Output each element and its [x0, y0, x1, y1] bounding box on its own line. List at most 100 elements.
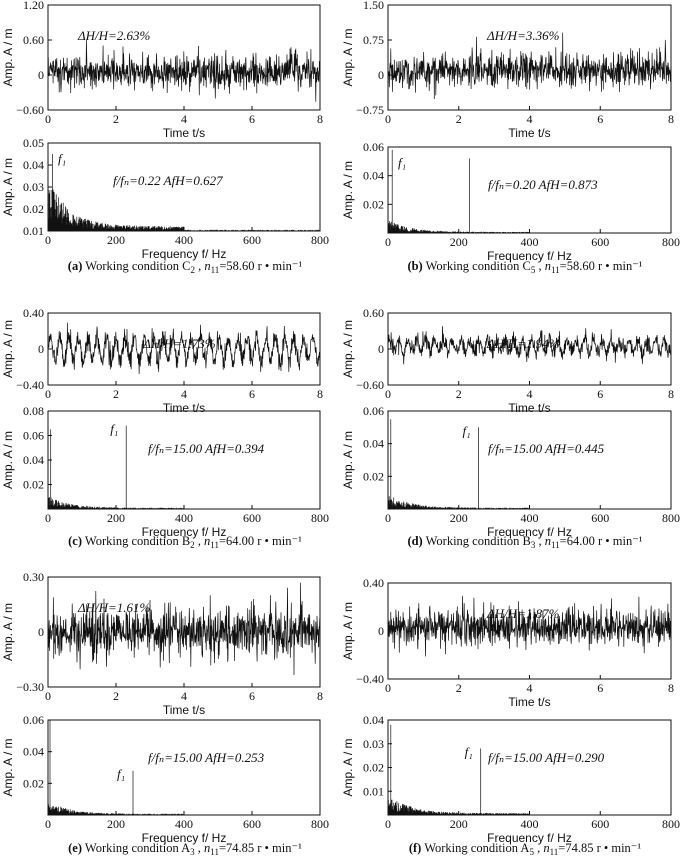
- x-tick-label: 600: [243, 817, 261, 831]
- caption-n11-label: ,: [195, 534, 204, 548]
- x-tick-label: 0: [385, 235, 391, 249]
- x-tick-label: 800: [311, 233, 329, 247]
- y-tick-label: 0.60: [23, 33, 44, 47]
- x-tick-label: 200: [450, 817, 468, 831]
- x-axis-label: Time t/s: [508, 695, 550, 709]
- x-tick-label: 2: [456, 387, 462, 401]
- data-series-line: [47, 720, 321, 815]
- x-tick-label: 2: [113, 689, 119, 703]
- caption-n11-sub: 11: [210, 540, 219, 550]
- x-tick-label: 4: [527, 681, 533, 695]
- x-tick-label: 600: [591, 817, 609, 831]
- y-tick-label: 0.02: [23, 776, 44, 790]
- caption-text: Working condition C: [423, 259, 531, 273]
- caption-n11-value: =58.60 r • min⁻¹: [219, 259, 302, 273]
- data-series-line: [47, 582, 321, 676]
- y-tick-label: 0.03: [23, 180, 44, 194]
- caption-n11-label: ,: [195, 259, 204, 273]
- x-axis-label: Time t/s: [508, 126, 550, 140]
- chart-panel-a-freq: 0 200 400 600 800 0.05 0.04 0.03 0.02 0.01 Frequen…: [1, 136, 329, 261]
- x-tick-label: 8: [317, 689, 323, 703]
- panel-caption-f: (f) Working condition A5 , n11=74.85 r •…: [409, 841, 642, 857]
- x-tick-label: 8: [668, 112, 674, 126]
- y-tick-label: −0.40: [16, 378, 44, 392]
- y-tick-label: 0.60: [363, 306, 384, 320]
- y-axis-label: Amp. A / m: [341, 161, 355, 219]
- caption-subscript: 5: [531, 265, 536, 275]
- x-tick-label: 4: [181, 112, 187, 126]
- caption-subscript: 3: [531, 540, 536, 550]
- x-axis-label: Time t/s: [508, 401, 550, 415]
- x-tick-label: 8: [668, 681, 674, 695]
- x-tick-label: 4: [181, 387, 187, 401]
- x-tick-label: 600: [243, 511, 261, 525]
- caption-text: Working condition A: [421, 841, 529, 855]
- y-tick-label: 0.02: [23, 478, 44, 492]
- x-tick-label: 800: [662, 511, 680, 525]
- peak-label-f1: f₁: [117, 767, 125, 782]
- y-axis-label: Amp. A / m: [1, 158, 15, 216]
- caption-n11-value: =58.60 r • min⁻¹: [560, 259, 643, 273]
- y-tick-label: 1.20: [23, 0, 44, 12]
- x-tick-label: 2: [456, 681, 462, 695]
- x-tick-label: 0: [45, 387, 51, 401]
- y-tick-label: 0.02: [363, 761, 384, 775]
- x-tick-label: 8: [317, 387, 323, 401]
- x-tick-label: 2: [113, 387, 119, 401]
- y-axis-label: Amp. A / m: [341, 28, 355, 86]
- x-tick-label: 0: [45, 689, 51, 703]
- x-tick-label: 4: [527, 112, 533, 126]
- x-tick-label: 400: [521, 817, 539, 831]
- chart-panel-c-freq: 0 200 400 600 800 0.08 0.06 0.04 0.02 Frequency f…: [1, 404, 329, 539]
- caption-n11-symbol: n: [204, 841, 210, 855]
- y-tick-label: 0.06: [363, 404, 384, 418]
- x-tick-label: 6: [249, 689, 255, 703]
- chart-panel-b-freq: 0 200 400 600 800 0.06 0.04 0.02 Frequency f/ Hz…: [341, 140, 680, 263]
- y-tick-label: 0: [38, 625, 44, 639]
- caption-text: Working condition B: [82, 534, 190, 548]
- y-axis-label: Amp. A / m: [1, 28, 15, 86]
- frequency-annotation: f/fₙ=0.22 AfH=0.627: [113, 173, 223, 188]
- caption-n11-sub: 11: [551, 540, 560, 550]
- caption-n11-label: ,: [195, 841, 204, 855]
- y-tick-label: 0.05: [23, 136, 44, 150]
- x-tick-label: 200: [107, 233, 125, 247]
- plot-frame: [387, 4, 672, 111]
- caption-n11-sub: 11: [551, 265, 560, 275]
- x-tick-label: 0: [45, 817, 51, 831]
- panel-caption-c: (c) Working condition B2 , n11=64.00 r •…: [68, 534, 302, 550]
- y-axis-label: Amp. A / m: [1, 738, 15, 796]
- chart-panel-f-freq: 0 200 400 600 800 0.04 0.03 0.02 0.01 Frequency f…: [341, 713, 680, 845]
- x-tick-label: 6: [597, 387, 603, 401]
- panel-caption-b: (b) Working condition C5 , n11=58.60 r •…: [407, 259, 642, 275]
- data-series-line: [47, 322, 321, 375]
- y-tick-label: −0.30: [16, 680, 44, 694]
- y-tick-label: 1.50: [363, 0, 384, 12]
- y-tick-label: 0: [38, 342, 44, 356]
- caption-n11-value: =64.00 r • min⁻¹: [560, 534, 643, 548]
- caption-n11-symbol: n: [545, 259, 551, 273]
- y-tick-label: 0: [378, 624, 384, 638]
- y-axis-label: Amp. A / m: [341, 602, 355, 660]
- y-tick-label: 0.02: [23, 202, 44, 216]
- panel-caption-a: (a) Working condition C2 , n11=58.60 r •…: [68, 259, 303, 275]
- delta-h-annotation: ΔH/H=1.94%: [486, 336, 560, 351]
- x-tick-label: 6: [249, 112, 255, 126]
- caption-n11-label: ,: [535, 534, 544, 548]
- x-tick-label: 400: [521, 235, 539, 249]
- caption-n11-sub: 11: [550, 847, 559, 857]
- y-tick-label: 0.04: [363, 169, 384, 183]
- caption-subscript: 2: [191, 265, 196, 275]
- data-series-line: [47, 425, 320, 509]
- panel-caption-d: (d) Working condition B3 , n11=64.00 r •…: [407, 534, 642, 550]
- caption-tag: (f): [409, 841, 422, 855]
- x-tick-label: 600: [591, 235, 609, 249]
- delta-h-annotation: ΔH/H=1.87%: [486, 606, 560, 621]
- x-tick-label: 600: [591, 511, 609, 525]
- plot-frame: [387, 410, 672, 510]
- caption-text: Working condition C: [82, 259, 190, 273]
- data-series-line: [387, 724, 672, 815]
- peak-label-f1: f₁: [110, 422, 118, 437]
